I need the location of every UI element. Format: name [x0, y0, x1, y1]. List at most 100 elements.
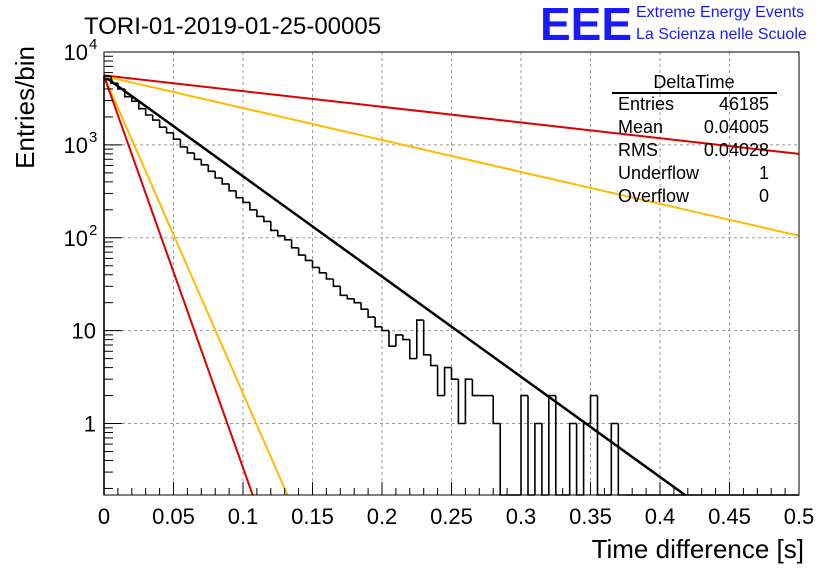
histogram-bin: [388, 330, 396, 347]
y-tick-exponent: 4: [89, 36, 97, 53]
histogram-bin: [290, 239, 299, 249]
histogram-bin: [235, 190, 243, 199]
histogram-bin: [117, 83, 125, 90]
histogram-bin: [270, 221, 278, 232]
histogram-bin: [207, 164, 216, 173]
histogram-bin: [409, 339, 417, 360]
histogram-bin: [214, 171, 223, 179]
histogram-bin: [221, 178, 230, 185]
stats-title: DeltaTime: [653, 72, 734, 92]
histogram-bin: [443, 366, 452, 396]
histogram-bin: [582, 422, 591, 495]
histogram-bin: [179, 139, 188, 148]
histogram-bin: [395, 334, 403, 347]
stats-label-entries: Entries: [618, 94, 674, 114]
histogram-bin: [144, 108, 153, 116]
histogram-bin: [228, 183, 237, 192]
histogram-bin: [589, 394, 598, 424]
histogram-bin: [165, 127, 174, 134]
stats-label-underflow: Underflow: [618, 163, 700, 183]
stats-box: DeltaTime Entries 46185 Mean 0.04005 RMS…: [612, 72, 777, 206]
y-tick-exponent: 2: [89, 222, 97, 239]
histogram-bin: [360, 302, 369, 310]
fit-curve: [103, 74, 800, 155]
histogram-bin: [471, 379, 480, 397]
y-tick-exponent: 3: [89, 129, 97, 146]
histogram-bin: [610, 422, 619, 495]
histogram-bin: [158, 120, 167, 128]
histogram-bin: [151, 115, 160, 121]
histogram-bin: [283, 235, 292, 241]
histogram-bin: [374, 317, 382, 328]
histogram-bin: [534, 422, 542, 495]
y-tick-label: 10: [64, 40, 88, 65]
y-tick-label: 10: [64, 133, 88, 158]
stats-label-rms: RMS: [618, 140, 658, 160]
histogram-bin: [381, 326, 389, 332]
histogram-bin: [304, 255, 313, 262]
stats-value-overflow: 0: [759, 186, 769, 206]
histogram-bin: [346, 295, 355, 300]
x-tick-label: 0.35: [569, 504, 612, 529]
x-tick-label: 0.3: [506, 504, 537, 529]
axis-ticks: [103, 51, 800, 495]
histogram-bin: [318, 267, 327, 274]
histogram-bin: [422, 320, 431, 356]
eee-logo-group: EEE Extreme Energy Events La Scienza nel…: [540, 0, 807, 50]
histogram-bin: [124, 89, 132, 98]
histogram-bin: [200, 159, 209, 166]
x-tick-label: 0.25: [430, 504, 473, 529]
histogram-bin: [138, 101, 146, 110]
histogram-bin: [249, 202, 257, 211]
y-tick-label: 1: [84, 412, 96, 437]
histogram-bin: [186, 146, 195, 154]
histogram-bin: [520, 394, 528, 495]
histogram-bin: [429, 354, 438, 367]
x-axis-label: Time difference [s]: [592, 534, 804, 564]
histogram-bin: [263, 216, 271, 223]
histogram-bin: [131, 96, 139, 102]
stats-label-overflow: Overflow: [618, 186, 690, 206]
histogram-bin: [256, 209, 264, 218]
histogram-bin: [242, 197, 250, 204]
histogram-bin: [353, 298, 362, 304]
stats-label-mean: Mean: [618, 117, 663, 137]
x-tick-label: 0: [98, 504, 110, 529]
histogram-bin: [277, 230, 285, 237]
fit-curve: [103, 75, 254, 496]
histogram-bin: [464, 378, 473, 424]
x-tick-label: 0.05: [152, 504, 195, 529]
histogram-bin: [339, 286, 348, 297]
x-tick-label: 0.45: [708, 504, 751, 529]
histogram-bin: [367, 309, 376, 318]
y-tick-label: 10: [64, 226, 88, 251]
stats-value-rms: 0.04028: [704, 140, 769, 160]
histogram-bin: [416, 319, 424, 359]
x-tick-label: 0.1: [228, 504, 259, 529]
histogram-bin: [457, 379, 466, 425]
histogram-bin: [332, 279, 341, 288]
x-tick-label: 0.4: [645, 504, 676, 529]
histogram-bin: [568, 422, 577, 495]
stats-value-entries: 46185: [719, 94, 769, 114]
logo-line-2: La Scienza nelle Scuole: [636, 26, 807, 43]
histogram-bin: [297, 247, 306, 256]
fit-curves: [103, 74, 800, 497]
fit-curve: [103, 75, 289, 496]
grid-lines: [104, 52, 799, 495]
eee-logo: EEE: [540, 0, 632, 50]
x-tick-label: 0.15: [291, 504, 334, 529]
y-axis-label: Entries/bin: [10, 46, 40, 169]
histogram-bin: [172, 132, 181, 140]
histogram-bin: [402, 334, 410, 341]
histogram-bin: [548, 394, 556, 495]
logo-line-1: Extreme Energy Events: [636, 4, 804, 21]
run-title: TORI-01-2019-01-25-00005: [84, 13, 381, 40]
stats-value-underflow: 1: [759, 163, 769, 183]
histogram-bin: [450, 367, 459, 380]
stats-value-mean: 0.04005: [704, 117, 769, 137]
histogram-bin: [492, 395, 501, 425]
histogram-bin: [110, 76, 118, 85]
